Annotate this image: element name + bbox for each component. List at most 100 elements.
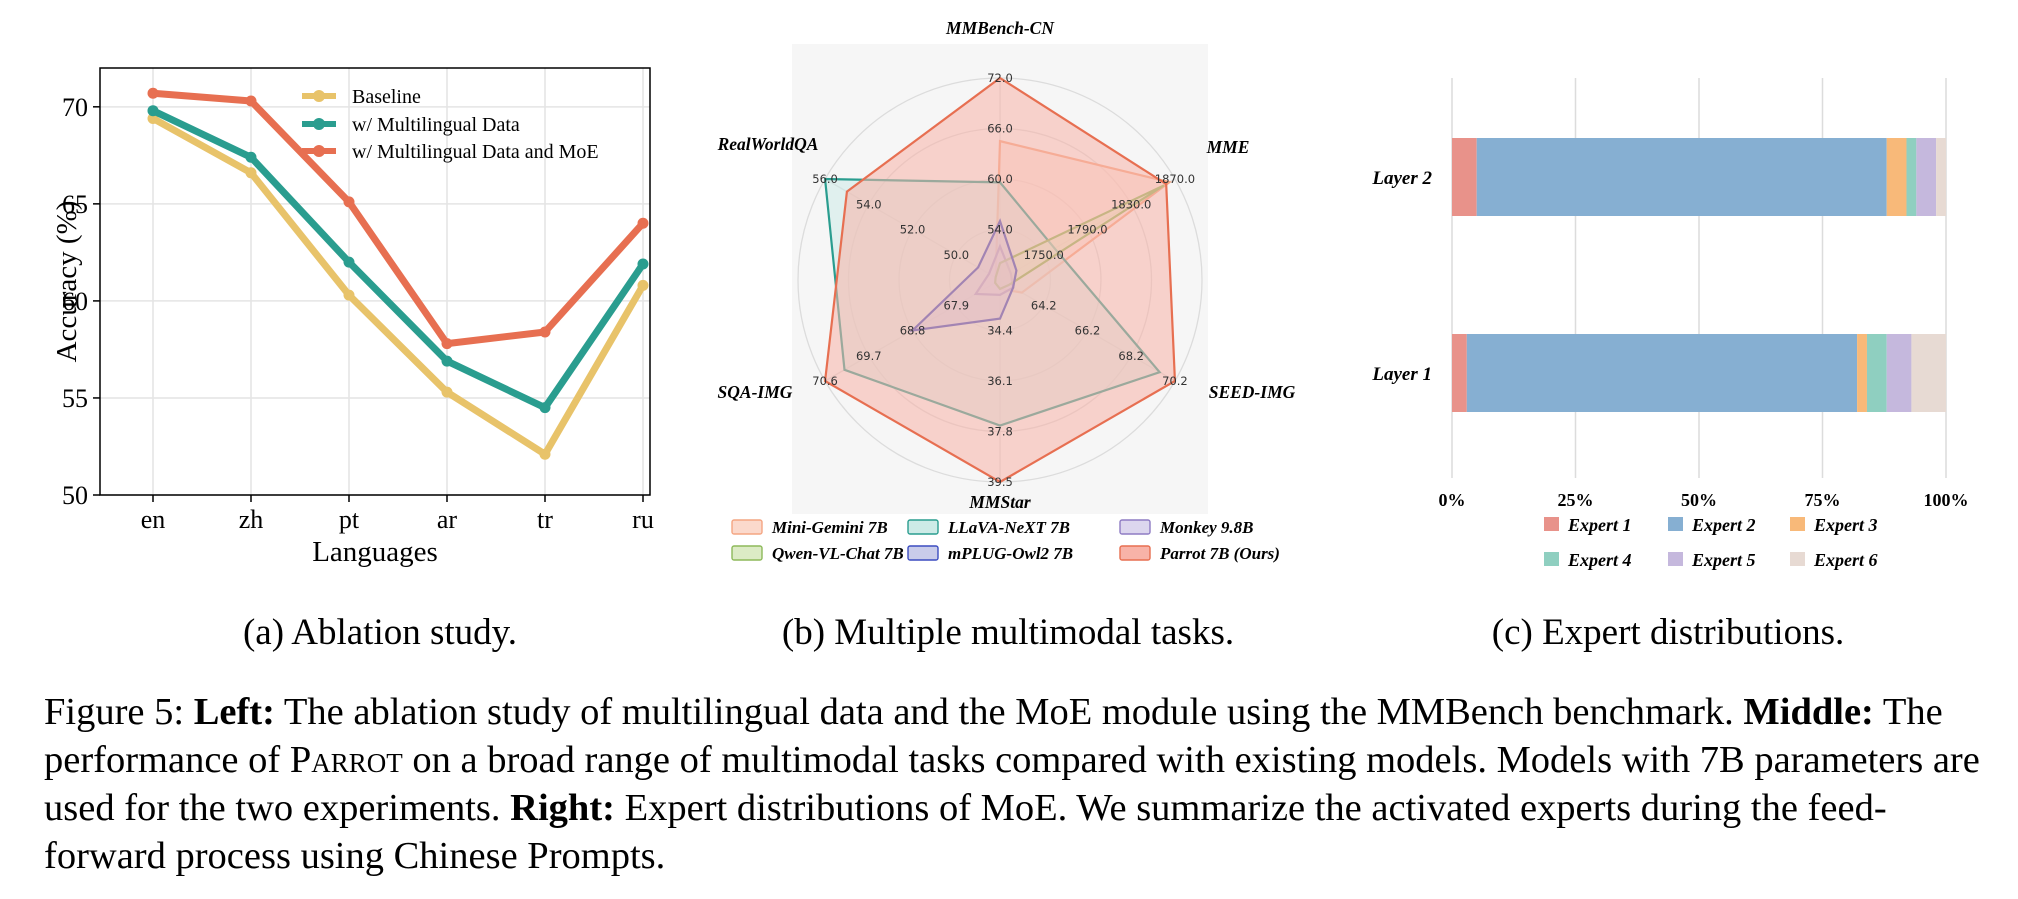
y-tick-label: 50 — [62, 481, 88, 510]
radar-tick-label: 67.9 — [943, 298, 969, 312]
bar-segment — [1886, 138, 1907, 216]
legend-label: Expert 3 — [1813, 515, 1878, 535]
radar-tick-label: 1790.0 — [1067, 223, 1107, 237]
legend-swatch — [1119, 519, 1151, 535]
radar-tick-label: 1750.0 — [1024, 248, 1064, 262]
legend-swatch — [1668, 552, 1683, 566]
figure-caption: Figure 5: Left: The ablation study of mu… — [44, 688, 1994, 880]
y-category-label: Layer 2 — [1371, 168, 1432, 189]
caption-middle-text-2: on a broad range of multimodal tasks com… — [44, 739, 1980, 829]
radar-tick-label: 72.0 — [987, 71, 1013, 85]
legend-label: Expert 6 — [1813, 550, 1878, 570]
data-point — [343, 196, 355, 208]
caption-left-text: The ablation study of multilingual data … — [283, 691, 1734, 733]
data-point — [539, 448, 551, 460]
legend-label: Expert 1 — [1567, 515, 1632, 535]
y-axis-label: Accuracy (%) — [51, 201, 83, 363]
x-tick-label: en — [141, 505, 166, 534]
radar-tick-label: 50.0 — [943, 248, 969, 262]
legend-swatch — [1790, 552, 1805, 566]
bar-segment — [1866, 334, 1887, 412]
bar-segment — [1466, 334, 1858, 412]
data-point — [245, 167, 257, 179]
x-tick-label: tr — [537, 505, 553, 534]
legend-label: mPLUG-Owl2 7B — [948, 544, 1073, 563]
plot-frame — [99, 67, 651, 496]
caption-figure-label: Figure 5: — [44, 691, 185, 733]
legend-swatch — [1790, 517, 1805, 531]
bar-segment — [1857, 334, 1867, 412]
data-point — [343, 256, 355, 268]
bar-segment — [1936, 138, 1946, 216]
legend-swatch — [731, 519, 763, 535]
caption-right-text: Expert distributions of MoE. We summariz… — [44, 787, 1887, 877]
x-tick-label: 75% — [1805, 490, 1841, 510]
legend-marker — [313, 90, 325, 102]
radar-tick-label: 64.2 — [1031, 298, 1057, 312]
x-tick-label: zh — [239, 505, 264, 534]
legend-marker — [313, 145, 325, 157]
data-point — [637, 217, 649, 229]
caption-right-label: Right: — [510, 787, 615, 829]
radar-tick-label: 1830.0 — [1111, 197, 1151, 211]
series-line — [151, 115, 647, 458]
subcaption-a: (a) Ablation study. — [243, 612, 517, 653]
data-point — [147, 105, 159, 117]
legend-swatch — [1544, 517, 1559, 531]
legend-swatch — [731, 545, 763, 561]
radar-tick-label: 60.0 — [987, 172, 1013, 186]
legend-label: Monkey 9.8B — [1159, 518, 1254, 537]
data-point — [245, 95, 257, 107]
subcaption-c: (c) Expert distributions. — [1492, 612, 1844, 653]
radar-tick-label: 66.0 — [987, 122, 1013, 136]
data-point — [539, 402, 551, 414]
data-point — [441, 355, 453, 367]
y-category-label: Layer 1 — [1371, 364, 1432, 385]
legend-swatch — [907, 545, 939, 561]
legend-swatch — [907, 519, 939, 535]
bar-segment — [1906, 138, 1917, 216]
radar-tick-label: 69.7 — [856, 349, 882, 363]
data-point — [637, 258, 649, 270]
series-line — [152, 89, 646, 348]
figure-canvas: 50 55 60 65 70 en zh pt ar tr ru Languages Accuracy … — [51, 18, 1969, 653]
radar-tick-label: 1870.0 — [1155, 172, 1195, 186]
radar-axis-label: MMStar — [968, 492, 1030, 512]
caption-middle-label: Middle: — [1743, 691, 1874, 733]
radar-axis-label: SQA-IMG — [718, 382, 793, 402]
bar-segment — [1452, 138, 1477, 216]
legend-label: Expert 5 — [1691, 550, 1756, 570]
y-tick-label: 65 — [62, 190, 88, 219]
data-point — [245, 151, 257, 163]
radar-tick-label: 66.2 — [1075, 324, 1101, 338]
bar-segment — [1476, 138, 1887, 216]
caption-left-label: Left: — [193, 691, 275, 733]
radar-tick-label: 34.4 — [987, 324, 1013, 338]
data-point — [441, 338, 453, 350]
legend-label: Baseline — [352, 86, 421, 108]
radar-tick-label: 52.0 — [900, 223, 926, 237]
radar-series — [823, 76, 1177, 484]
stacked-bar-chart: 0% 25% 50% 75% 100% Layer 2 Layer 1 Expert 1 Exp… — [1371, 78, 1969, 653]
legend-label: LLaVA-NeXT 7B — [947, 518, 1070, 537]
x-tick-label: 25% — [1558, 490, 1594, 510]
subcaption-b: (b) Multiple multimodal tasks. — [782, 612, 1234, 653]
radar-tick-label: 54.0 — [987, 223, 1013, 237]
caption-middle-text-1: The performance of — [44, 691, 1943, 781]
x-tick-label: ru — [632, 505, 654, 534]
radar-tick-label: 70.6 — [812, 374, 838, 388]
x-tick-label: ar — [437, 505, 458, 534]
radar-tick-label: 68.2 — [1118, 349, 1144, 363]
legend-label: w/ Multilingual Data — [352, 114, 520, 136]
legend-label: Qwen-VL-Chat 7B — [772, 544, 904, 563]
radar-tick-label: 39.5 — [987, 475, 1013, 489]
data-point — [343, 289, 355, 301]
y-tick-label: 70 — [62, 93, 88, 122]
legend-label: Expert 2 — [1691, 515, 1756, 535]
radar-tick-label: 56.0 — [812, 172, 838, 186]
bar-segment — [1911, 334, 1946, 412]
radar-axis-label: RealWorldQA — [717, 134, 819, 154]
legend-marker — [313, 118, 325, 130]
y-tick-label: 60 — [62, 287, 88, 316]
